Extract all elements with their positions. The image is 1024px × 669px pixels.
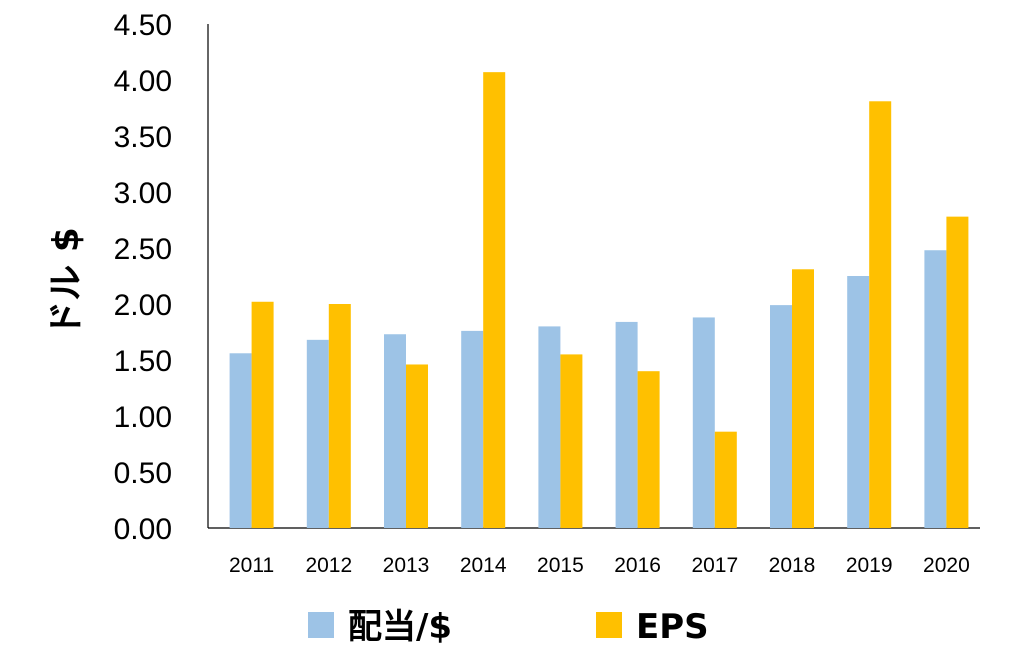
bar-eps-2017 xyxy=(714,431,737,528)
x-tick-label: 2013 xyxy=(383,554,430,577)
x-tick-label: 2018 xyxy=(769,554,816,577)
legend-swatch xyxy=(308,612,334,638)
bar-eps-2019 xyxy=(869,101,892,528)
bar-eps-2013 xyxy=(406,364,428,528)
y-tick-label: 1.00 xyxy=(114,401,172,434)
x-axis: 2011 2012 2013 2014 2015 2016 2017 2018 2019 2020 xyxy=(208,527,980,577)
legend-label: 配当/$ xyxy=(348,607,452,647)
x-tick-label: 2011 xyxy=(229,554,274,577)
legend-label: EPS xyxy=(636,607,709,647)
x-tick-label: 2020 xyxy=(923,554,970,577)
bar-eps-2012 xyxy=(328,304,351,528)
bar-dividend-2020 xyxy=(924,250,947,529)
y-tick-label: 4.00 xyxy=(114,65,172,98)
y-axis: 0.00 0.50 1.00 1.50 2.00 2.50 3.00 3.50 4.00 4.50 xyxy=(114,9,209,546)
bar-dividend-2012 xyxy=(306,339,329,528)
y-tick-label: 3.50 xyxy=(114,121,172,154)
bar-eps-2018 xyxy=(792,269,814,528)
legend: 配当/$ EPS xyxy=(308,607,709,647)
x-tick-label: 2017 xyxy=(691,554,738,577)
y-tick-label: 1.50 xyxy=(114,345,172,378)
bar-dividend-2013 xyxy=(384,334,406,528)
y-tick-label: 2.50 xyxy=(114,233,172,266)
y-tick-label: 0.50 xyxy=(114,457,172,490)
x-tick-label: 2014 xyxy=(460,554,507,577)
bar-eps-2011 xyxy=(251,301,274,528)
bar-eps-2015 xyxy=(560,354,583,528)
bars xyxy=(229,72,969,529)
x-tick-label: 2019 xyxy=(846,554,893,577)
bar-dividend-2014 xyxy=(461,330,484,528)
bar-dividend-2019 xyxy=(847,276,870,528)
bar-dividend-2017 xyxy=(692,317,715,528)
y-axis-label: ドル $ xyxy=(46,227,87,337)
x-tick-label: 2016 xyxy=(614,554,661,577)
bar-dividend-2016 xyxy=(615,321,638,528)
bar-eps-2020 xyxy=(946,216,969,528)
bar-dividend-2018 xyxy=(770,305,792,528)
bar-dividend-2011 xyxy=(229,353,252,528)
x-tick-label: 2012 xyxy=(305,554,352,577)
legend-swatch xyxy=(596,612,622,638)
y-tick-label: 4.50 xyxy=(114,9,172,42)
bar-dividend-2015 xyxy=(538,326,561,528)
y-tick-label: 0.00 xyxy=(114,513,172,546)
bar-eps-2016 xyxy=(637,371,660,528)
y-tick-label: 3.00 xyxy=(114,177,172,210)
y-tick-label: 2.00 xyxy=(114,289,172,322)
bar-eps-2014 xyxy=(483,72,506,528)
x-tick-label: 2015 xyxy=(537,554,584,577)
